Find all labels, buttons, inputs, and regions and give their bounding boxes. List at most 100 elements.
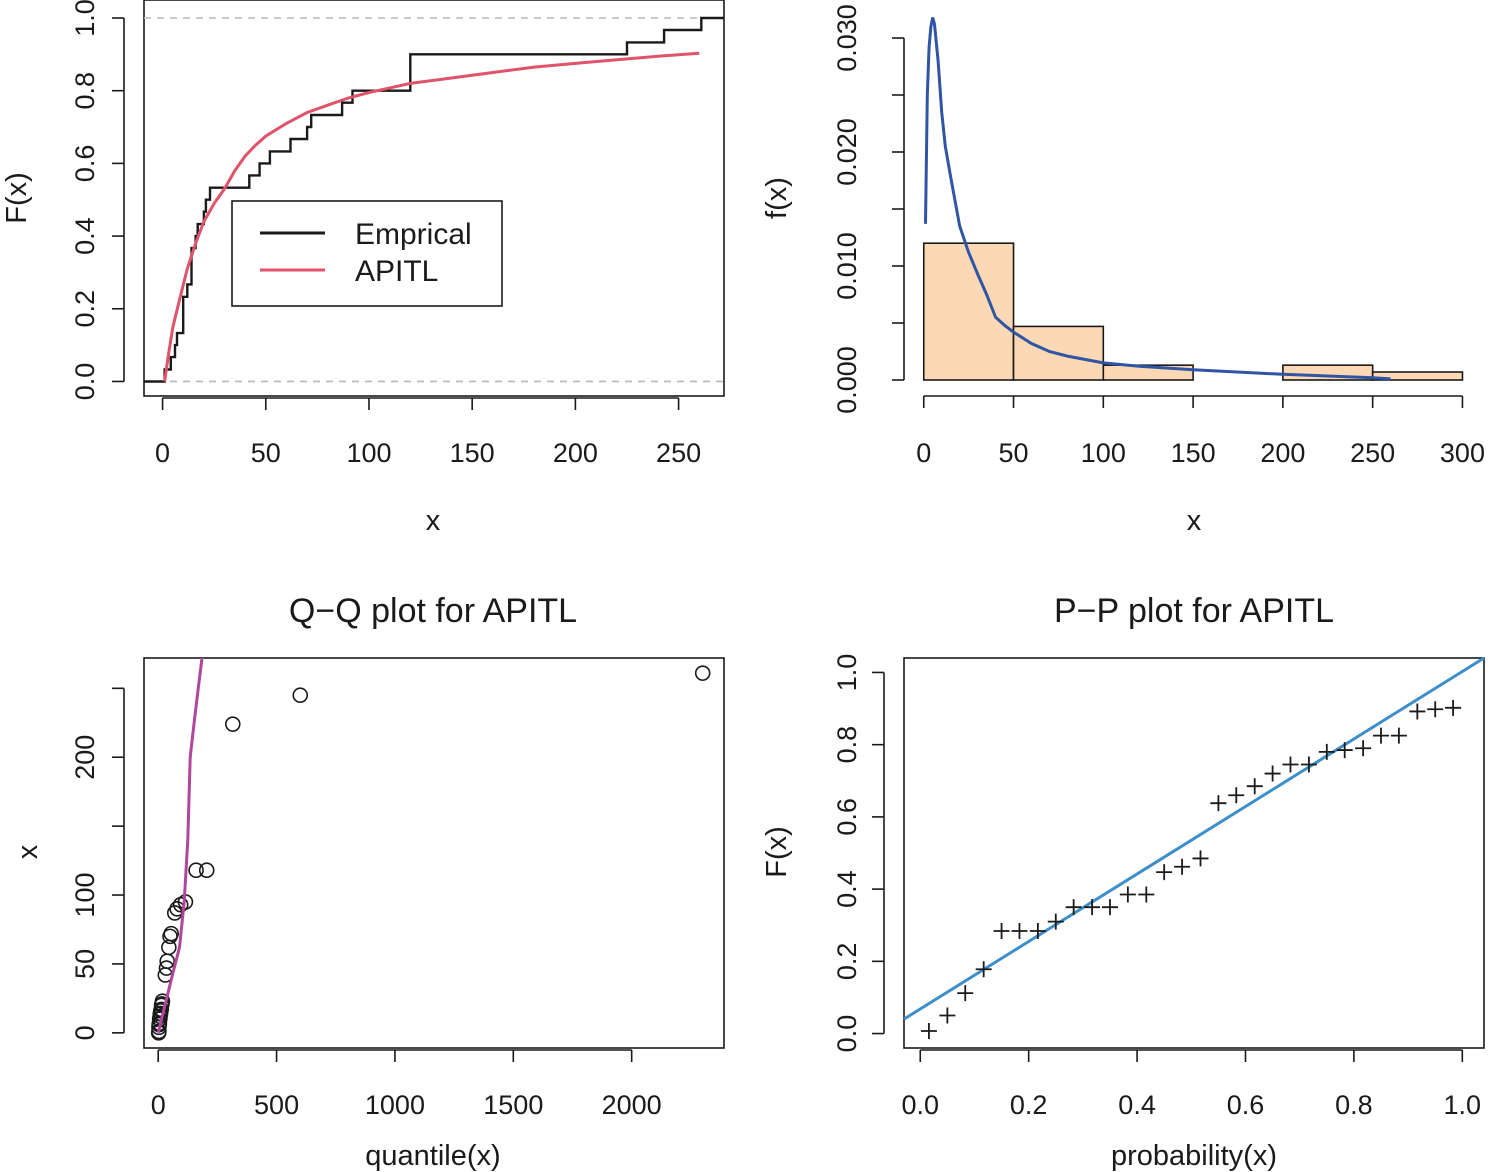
y-axis-label: x bbox=[12, 844, 44, 859]
plot-frame bbox=[143, 0, 725, 397]
series-emprical bbox=[144, 16, 724, 383]
x-tick-label: 250 bbox=[656, 438, 701, 468]
x-axis-label: x bbox=[1187, 505, 1202, 537]
y-tick-label: 0.8 bbox=[70, 72, 100, 110]
qq-point bbox=[198, 862, 215, 879]
pp-point bbox=[1156, 864, 1173, 881]
x-tick-label: 0.0 bbox=[901, 1090, 939, 1120]
x-tick-label: 300 bbox=[1440, 438, 1485, 468]
y-tick-label: 100 bbox=[70, 873, 100, 918]
pp-point bbox=[1336, 742, 1353, 759]
x-tick-label: 0.6 bbox=[1227, 1090, 1265, 1120]
qq-point bbox=[224, 716, 241, 732]
x-tick-label: 1500 bbox=[483, 1090, 543, 1120]
x-tick-label: 2000 bbox=[602, 1090, 662, 1120]
pp-point bbox=[1029, 923, 1046, 939]
x-tick-label: 0.2 bbox=[1010, 1090, 1048, 1120]
qq-panel: Q−Q plot for APITL quantile(x) x 0 500 100… bbox=[12, 592, 725, 1172]
pp-point bbox=[1174, 858, 1191, 875]
pp-point bbox=[957, 985, 974, 1002]
legend: Emprical APITL bbox=[231, 200, 503, 307]
pp-panel: P−P plot for APITL probability(x) F(x) 0… bbox=[761, 592, 1485, 1172]
y-tick-label: 0.000 bbox=[832, 346, 862, 414]
pp-point bbox=[1119, 886, 1136, 903]
y-tick-label: 0.4 bbox=[832, 870, 862, 908]
x-axis-label: x bbox=[426, 505, 441, 537]
x-axis-label: quantile(x) bbox=[365, 1140, 500, 1172]
y-tick-label: 0.2 bbox=[70, 290, 100, 328]
pp-point bbox=[1355, 740, 1372, 757]
y-tick-label: 0.2 bbox=[832, 943, 862, 981]
pp-reference-line bbox=[903, 656, 1485, 1021]
qq-point bbox=[163, 925, 180, 942]
x-tick-label: 0.8 bbox=[1335, 1090, 1373, 1120]
pp-point bbox=[920, 1023, 937, 1040]
y-tick-label: 0.8 bbox=[832, 726, 862, 764]
pp-point bbox=[975, 961, 992, 978]
pp-point bbox=[1373, 727, 1390, 744]
x-tick-label: 1.0 bbox=[1444, 1090, 1482, 1120]
pp-point bbox=[1084, 899, 1101, 916]
plot-frame bbox=[143, 657, 725, 1049]
y-axis-label: f(x) bbox=[761, 177, 793, 219]
x-tick-label: 100 bbox=[346, 438, 391, 468]
plot-title: P−P plot for APITL bbox=[1054, 592, 1334, 630]
y-tick-label: 0 bbox=[70, 1025, 100, 1040]
plot-frame bbox=[903, 657, 1485, 1049]
density-panel: x f(x) 0 50 100 150 200 250 300 0.000 0.010 0.020… bbox=[761, 4, 1485, 537]
x-tick-label: 200 bbox=[1260, 438, 1305, 468]
y-tick-label: 0.030 bbox=[832, 4, 862, 72]
legend-box bbox=[231, 200, 503, 307]
histogram-bar bbox=[1371, 371, 1464, 381]
histogram-bar bbox=[922, 242, 1015, 381]
y-axis-label: F(x) bbox=[1, 172, 33, 224]
ecdf-panel: x F(x) Emprical APITL 0 50 100 150 200 250 0.0… bbox=[1, 0, 725, 537]
pp-point bbox=[1264, 765, 1281, 782]
x-tick-label: 0 bbox=[916, 438, 931, 468]
plot-title: Q−Q plot for APITL bbox=[289, 592, 577, 630]
qq-point bbox=[154, 993, 171, 1009]
pp-point bbox=[1101, 899, 1118, 916]
x-tick-label: 50 bbox=[999, 438, 1029, 468]
legend-label-emprical: Emprical bbox=[355, 218, 472, 251]
x-tick-label: 150 bbox=[1171, 438, 1216, 468]
y-tick-label: 0.0 bbox=[832, 1015, 862, 1053]
y-tick-label: 0.020 bbox=[832, 118, 862, 186]
pp-point bbox=[1246, 778, 1263, 795]
pp-point bbox=[1390, 727, 1407, 744]
legend-label-apitl: APITL bbox=[355, 255, 438, 288]
y-tick-label: 200 bbox=[70, 735, 100, 780]
x-tick-label: 0 bbox=[151, 1090, 166, 1120]
pp-point bbox=[1011, 923, 1028, 939]
x-tick-label: 500 bbox=[254, 1090, 299, 1120]
x-tick-label: 0 bbox=[155, 438, 170, 468]
pp-point bbox=[1210, 795, 1227, 812]
pp-point bbox=[1047, 913, 1064, 930]
x-tick-label: 150 bbox=[450, 438, 495, 468]
pp-point bbox=[1409, 703, 1426, 720]
pp-point bbox=[939, 1007, 956, 1024]
series-apitl bbox=[163, 51, 700, 382]
y-tick-label: 0.010 bbox=[832, 232, 862, 300]
qq-point bbox=[292, 687, 309, 704]
pp-point bbox=[1192, 850, 1209, 867]
x-tick-label: 0.4 bbox=[1118, 1090, 1156, 1120]
x-tick-label: 100 bbox=[1081, 438, 1126, 468]
density-curve bbox=[924, 17, 1391, 381]
pp-point bbox=[993, 923, 1010, 939]
y-tick-label: 0.6 bbox=[70, 145, 100, 183]
x-tick-label: 200 bbox=[553, 438, 598, 468]
qq-point bbox=[694, 665, 711, 681]
y-tick-label: 0.4 bbox=[70, 217, 100, 255]
y-tick-label: 0.6 bbox=[832, 798, 862, 836]
pp-point bbox=[1228, 787, 1245, 804]
x-tick-label: 50 bbox=[251, 438, 281, 468]
y-tick-label: 1.0 bbox=[832, 654, 862, 692]
pp-point bbox=[1445, 699, 1462, 716]
x-tick-label: 1000 bbox=[365, 1090, 425, 1120]
pp-point bbox=[1427, 701, 1444, 718]
pp-point bbox=[1282, 756, 1299, 773]
y-axis-label: F(x) bbox=[761, 826, 793, 878]
x-axis-label: probability(x) bbox=[1111, 1140, 1277, 1172]
